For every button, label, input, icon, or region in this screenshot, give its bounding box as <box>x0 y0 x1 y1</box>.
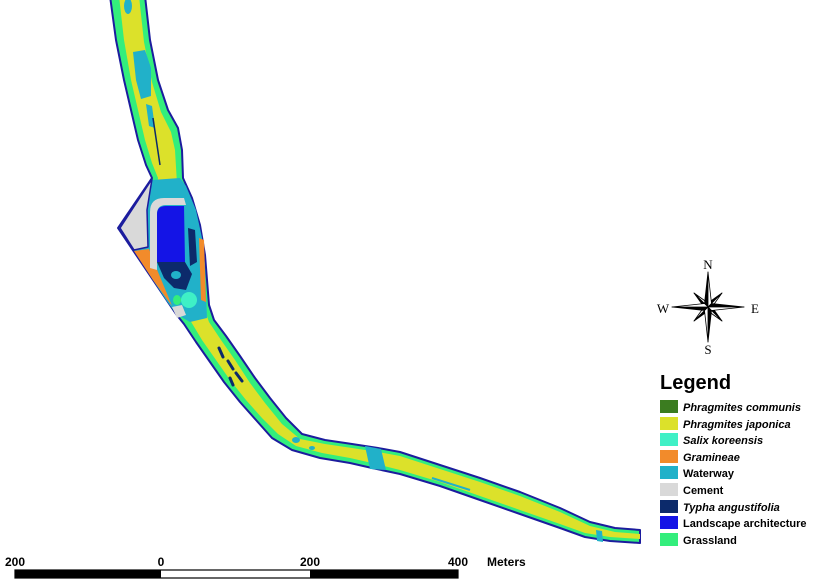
waterway-patch <box>146 104 155 128</box>
compass-north-label: N <box>703 257 713 272</box>
legend-swatch <box>660 533 678 546</box>
river-map <box>109 0 641 544</box>
legend-swatch <box>660 466 678 479</box>
legend-item: Phragmites communis <box>660 400 801 414</box>
typha-mark <box>234 371 244 383</box>
grassland-patch <box>173 295 181 305</box>
legend-swatch <box>660 417 678 430</box>
legend-item: Landscape architecture <box>660 516 807 530</box>
gramineae-strip-right <box>199 238 206 302</box>
legend-swatch <box>660 500 678 513</box>
cement-frame <box>150 198 186 270</box>
typha-mark <box>226 359 235 371</box>
legend-item: Waterway <box>660 466 735 480</box>
scale-segment <box>15 570 161 578</box>
legend-swatch <box>660 433 678 446</box>
waterway-spot <box>171 271 181 279</box>
legend-label: Gramineae <box>683 452 740 464</box>
legend-item: Cement <box>660 483 724 497</box>
typha-mark <box>217 346 225 359</box>
waterway-patch <box>133 50 151 99</box>
legend: Legend Phragmites communis Phragmites ja… <box>660 372 807 547</box>
waterway-patch <box>124 0 132 14</box>
landscape-architecture-pond <box>157 206 185 262</box>
compass-east-label: E <box>751 301 759 316</box>
legend-swatch <box>660 450 678 463</box>
scale-label: 400 <box>448 555 468 569</box>
waterway-line <box>431 477 471 491</box>
gramineae-strip-left <box>134 249 172 306</box>
compass-point-w <box>671 303 709 308</box>
compass-rose: N S W E <box>657 257 759 357</box>
legend-swatch <box>660 400 678 413</box>
legend-label: Typha angustifolia <box>683 502 780 514</box>
legend-item: Gramineae <box>660 450 740 464</box>
legend-swatch <box>660 516 678 529</box>
compass-point-s <box>707 306 712 343</box>
waterway-patch <box>309 446 315 450</box>
legend-title: Legend <box>660 372 731 394</box>
compass-point-e <box>707 306 745 311</box>
compass-point-e <box>707 303 745 308</box>
compass-point-s <box>704 306 709 343</box>
waterway-line-group <box>431 477 471 491</box>
typha-line-group <box>152 117 161 166</box>
cement-triangle-group <box>119 178 153 251</box>
scale-bar: 200 0 200 400 Meters <box>5 555 526 579</box>
waterway-crossing <box>365 446 386 470</box>
scale-segment <box>161 570 310 578</box>
waterway-patch <box>596 530 603 542</box>
typha-mark <box>228 376 235 387</box>
scale-unit: Meters <box>487 555 526 569</box>
compass-point-n <box>704 271 709 308</box>
typha-marks <box>217 346 244 387</box>
legend-item: Grassland <box>660 533 737 547</box>
scale-bar-outline <box>14 569 459 579</box>
salix-koreensis-patch <box>181 292 197 308</box>
legend-label: Salix koreensis <box>683 435 763 447</box>
scale-label: 200 <box>300 555 320 569</box>
scale-label: 0 <box>158 555 165 569</box>
legend-item: Salix koreensis <box>660 433 763 447</box>
legend-label: Cement <box>683 485 724 497</box>
legend-item: Typha angustifolia <box>660 500 780 514</box>
legend-label: Phragmites communis <box>683 402 801 414</box>
compass-west-label: W <box>657 301 670 316</box>
cement-patch <box>172 305 186 318</box>
compass-point-w <box>671 306 709 311</box>
cement-triangle <box>119 178 153 251</box>
legend-swatch <box>660 483 678 496</box>
typha-line <box>152 117 161 166</box>
scale-segment <box>310 570 458 578</box>
waterway-patch <box>292 437 300 443</box>
legend-label: Waterway <box>683 468 735 480</box>
compass-point-n <box>707 271 712 308</box>
legend-label: Landscape architecture <box>683 518 807 530</box>
scale-label: 200 <box>5 555 25 569</box>
legend-label: Phragmites japonica <box>683 419 791 431</box>
legend-label: Grassland <box>683 535 737 547</box>
typha-patch <box>188 228 197 266</box>
legend-item: Phragmites japonica <box>660 417 791 431</box>
compass-south-label: S <box>704 342 711 357</box>
